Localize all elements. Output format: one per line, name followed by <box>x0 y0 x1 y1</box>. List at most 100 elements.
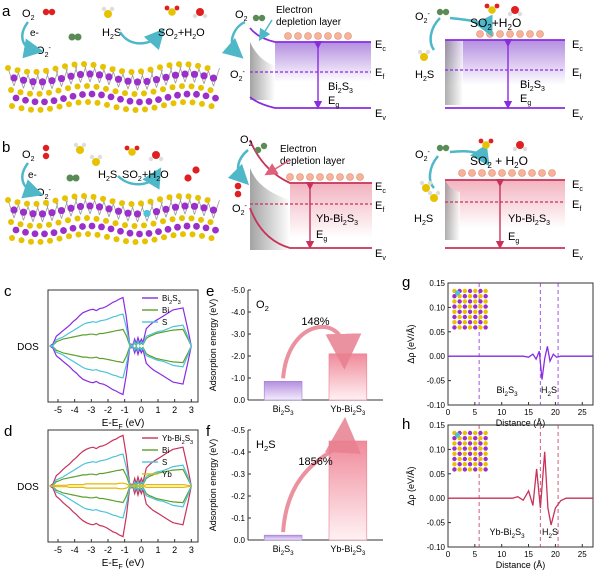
bi-atom <box>124 209 132 217</box>
svg-text:Eg: Eg <box>508 231 519 245</box>
percent-annotation: 148% <box>301 316 329 328</box>
bi-atom <box>38 210 47 218</box>
region-label: Yb-Bi2S3 <box>490 527 526 540</box>
sulfur-atom <box>94 231 101 238</box>
atom <box>473 436 478 441</box>
bi-atom <box>193 222 200 230</box>
sulfur-atom <box>189 99 196 106</box>
dos-series-bi-up <box>49 328 192 347</box>
sulfur-atom <box>208 235 215 242</box>
sulfur-atom <box>75 231 82 238</box>
sulfur-atom <box>55 87 62 94</box>
bi-atom <box>67 204 75 212</box>
sulfur-atom <box>132 238 139 245</box>
atom <box>467 320 473 325</box>
svg-text:e-: e- <box>28 170 37 181</box>
x-tick-label: -3 <box>87 545 95 555</box>
sulfur-atom <box>17 89 24 96</box>
sulfur-atom <box>93 83 100 90</box>
atom <box>462 314 468 320</box>
svg-text:H2S: H2S <box>414 213 433 227</box>
atom <box>457 456 462 462</box>
atom <box>467 467 473 472</box>
svg-text:O2: O2 <box>240 134 253 148</box>
sulfur-atom <box>151 236 158 243</box>
sulfur-atom <box>33 68 40 75</box>
bi-atom <box>95 203 104 211</box>
band-diagram-left: O2 Electron depletion layer O2- Ec Ef Ev… <box>221 5 386 122</box>
sulfur-atom <box>188 215 195 222</box>
sulfur-atom <box>90 193 97 200</box>
atom <box>467 304 473 309</box>
bi-atom <box>107 93 115 101</box>
y-axis-label: Adsorption energy (eV) <box>208 299 218 392</box>
atom <box>462 441 468 446</box>
sulfur-atom <box>161 102 167 109</box>
bi-atom <box>183 90 191 98</box>
atom <box>473 314 478 320</box>
sulfur-atom <box>100 63 106 70</box>
sulfur-atom <box>150 220 157 227</box>
plot-frame <box>47 429 199 543</box>
sulfur-atom <box>157 64 163 71</box>
sulfur-atom <box>103 217 109 224</box>
atom <box>462 462 468 467</box>
bi-atom <box>86 70 94 78</box>
svg-text:SO2 + H2O: SO2 + H2O <box>470 154 528 170</box>
svg-text:Ec: Ec <box>572 179 583 193</box>
sulfur-atom <box>142 106 148 113</box>
bi-atom <box>171 203 180 211</box>
x-tick-label: 3 <box>189 405 194 415</box>
dos-series-bi-down <box>49 485 192 504</box>
reaction-scheme: O2 e- O2- H2S SO2+H2O <box>21 142 200 201</box>
bi-atom <box>114 207 123 215</box>
atom <box>473 288 478 294</box>
x-tick-label: 2 <box>172 545 177 555</box>
svg-text:O2-: O2- <box>232 203 247 217</box>
bi-atom <box>57 206 66 215</box>
sulfur-atom <box>138 68 144 75</box>
y-tick-label: -0.4 <box>231 448 245 457</box>
sulfur-atom <box>85 231 91 238</box>
plot-frame <box>47 289 199 403</box>
bi-atom <box>105 73 113 81</box>
atom <box>452 309 457 314</box>
bi-atom <box>209 206 218 214</box>
x-axis-label: E-EF (eV) <box>102 558 145 571</box>
sulfur-atom <box>179 215 185 222</box>
x-tick-label: -2 <box>104 405 112 415</box>
panel-letter: b <box>2 139 10 156</box>
atom <box>462 456 468 462</box>
sulfur-atom <box>27 222 33 229</box>
x-tick-label: 0 <box>139 545 144 555</box>
sulfur-atom <box>170 232 177 239</box>
legend-entry: S <box>162 458 167 467</box>
slab-structure <box>452 430 488 472</box>
sulfur-atom <box>151 104 158 111</box>
sulfur-atom <box>123 106 129 113</box>
bi-atom <box>143 77 151 86</box>
gas-label: H2S <box>256 439 276 453</box>
svg-text:O2: O2 <box>22 8 35 22</box>
y-tick-label: -0.10 <box>427 401 446 410</box>
panel-letter: d <box>4 423 12 440</box>
y-axis-label: Δρ (eV/Å) <box>406 324 416 363</box>
sulfur-atom <box>188 83 195 90</box>
svg-text:O2-: O2- <box>230 69 245 83</box>
svg-text:O2: O2 <box>22 149 35 163</box>
bi-atom <box>133 210 142 218</box>
sulfur-atom <box>36 90 43 97</box>
sulfur-atom <box>84 83 90 90</box>
atom <box>452 436 457 441</box>
sulfur-atom <box>176 61 182 68</box>
y-axis-label: DOS <box>17 482 39 493</box>
atom <box>462 467 468 472</box>
atom <box>473 320 478 325</box>
bi-atom <box>48 209 56 217</box>
atom <box>483 462 488 467</box>
y-tick-label: -0.05 <box>427 377 446 386</box>
atom <box>483 309 488 314</box>
x-tick-label: 10 <box>497 408 506 417</box>
sulfur-atom <box>195 194 201 201</box>
bi-atom <box>202 224 210 232</box>
